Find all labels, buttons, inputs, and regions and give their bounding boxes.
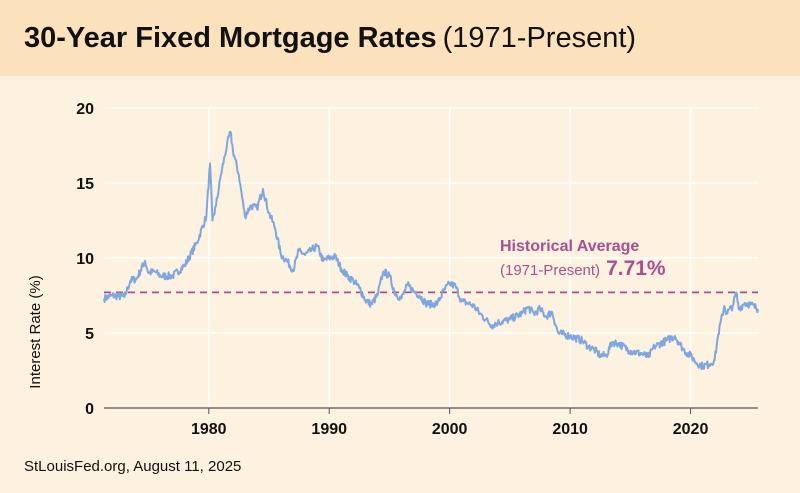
series-line-mortgage-rate [103,130,759,370]
x-tick-label-1990: 1990 [311,421,347,436]
chart-title: 30-Year Fixed Mortgage Rates (1971-Presen… [24,22,636,55]
y-tick-label-10: 10 [76,251,94,268]
x-tick-label-2020: 2020 [673,421,709,436]
source-note: StLouisFed.org, August 11, 2025 [24,458,242,475]
y-tick-label-0: 0 [85,401,94,418]
x-axis: 1980 1990 2000 2010 2020 [104,407,758,436]
average-sublabel-line: (1971-Present) 7.71% [500,257,666,280]
x-tick-label-2000: 2000 [432,421,468,436]
series-group [103,130,759,370]
average-label: Historical Average [500,238,639,255]
y-axis: 0 5 10 15 20 [76,101,94,418]
chart-title-main: 30-Year Fixed Mortgage Rates [24,22,437,54]
average-value-label: 7.71% [606,257,666,280]
y-tick-label-15: 15 [76,176,94,193]
y-tick-label-5: 5 [85,326,94,343]
average-annotation: Historical Average (1971-Present) 7.71% [500,238,666,280]
chart-title-range: (1971-Present) [442,22,637,54]
y-axis-label: Interest Rate (%) [27,275,44,388]
gridlines [104,107,758,408]
title-band [0,0,800,76]
y-tick-label-20: 20 [76,101,94,118]
x-tick-label-1980: 1980 [191,421,227,436]
average-sublabel: (1971-Present) [500,262,600,279]
x-tick-label-2010: 2010 [552,421,588,436]
mortgage-rate-chart: 0 5 10 15 20 1980 1990 2000 2010 2020 Interest R… [27,101,759,436]
